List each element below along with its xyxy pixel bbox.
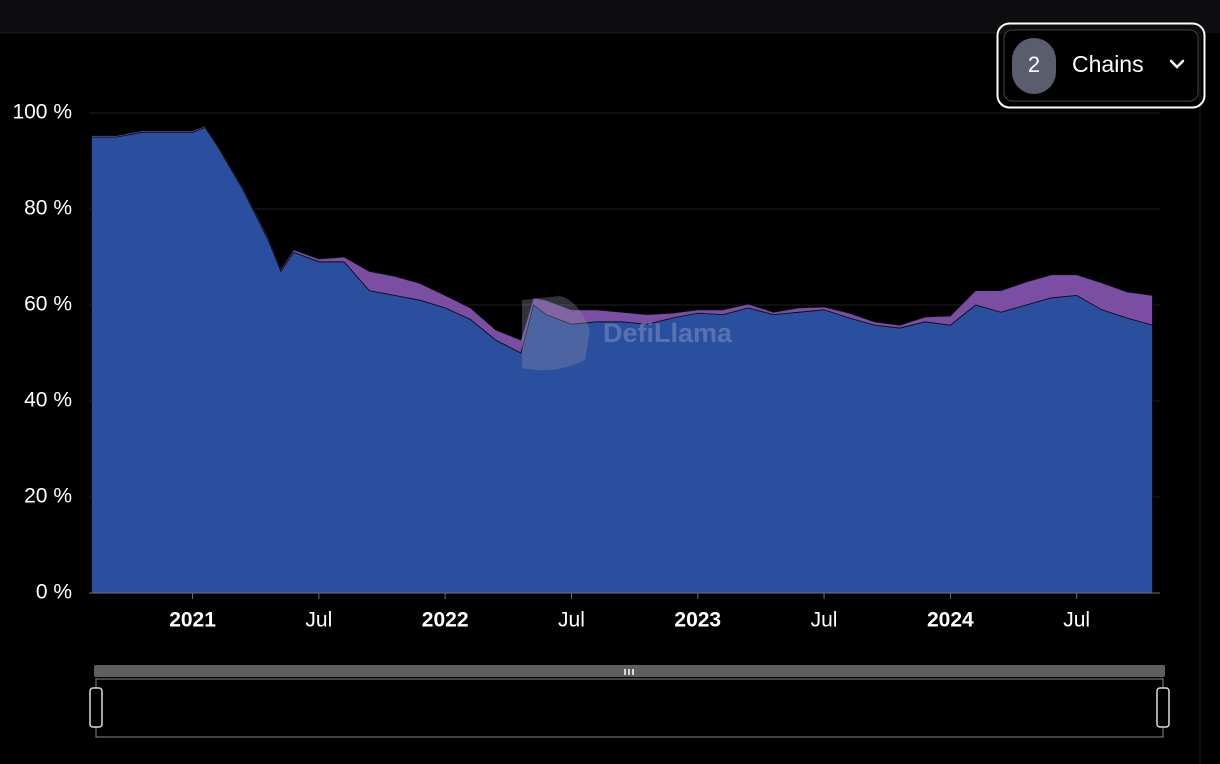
slider-handle-left[interactable]	[89, 687, 103, 728]
watermark: DefiLlama	[522, 296, 733, 371]
watermark-text: DefiLlama	[603, 318, 733, 348]
x-tick-label: Jul	[1063, 609, 1090, 632]
area-series	[91, 125, 1153, 354]
selector-focus-ring	[996, 22, 1206, 109]
chain-selector[interactable]: 2 Chains	[996, 22, 1206, 109]
slider-grip	[624, 669, 634, 675]
y-tick-label: 40 %	[24, 389, 72, 412]
y-tick-label: 100 %	[12, 101, 72, 124]
x-tick-label: 2024	[927, 609, 974, 632]
x-tick-label: Jul	[558, 609, 585, 632]
x-tick-label: 2023	[674, 609, 721, 632]
area-series	[91, 126, 1153, 594]
slider-handle-right[interactable]	[1156, 687, 1170, 728]
slider-window	[95, 678, 1164, 738]
top-bar	[0, 0, 1220, 33]
x-tick-label: 2022	[422, 609, 469, 632]
x-tick-label: 2021	[169, 609, 216, 632]
y-tick-label: 80 %	[24, 197, 72, 220]
count-badge	[1012, 38, 1056, 94]
x-tick-label: Jul	[305, 609, 332, 632]
areas	[91, 125, 1153, 594]
y-tick-label: 20 %	[24, 485, 72, 508]
chain-label: Chains	[1072, 51, 1144, 77]
x-tick-label: Jul	[811, 609, 838, 632]
chain-count: 2	[1028, 52, 1040, 77]
axes: 0 % 20 % 40 % 60 % 80 % 100 % 2021 Jul 2022 Jul 20…	[12, 101, 1160, 632]
range-slider[interactable]	[89, 665, 1170, 738]
y-tick-label: 60 %	[24, 293, 72, 316]
y-tick-label: 0 %	[36, 581, 72, 604]
chevron	[1169, 59, 1185, 69]
watermark-logo	[522, 296, 590, 371]
